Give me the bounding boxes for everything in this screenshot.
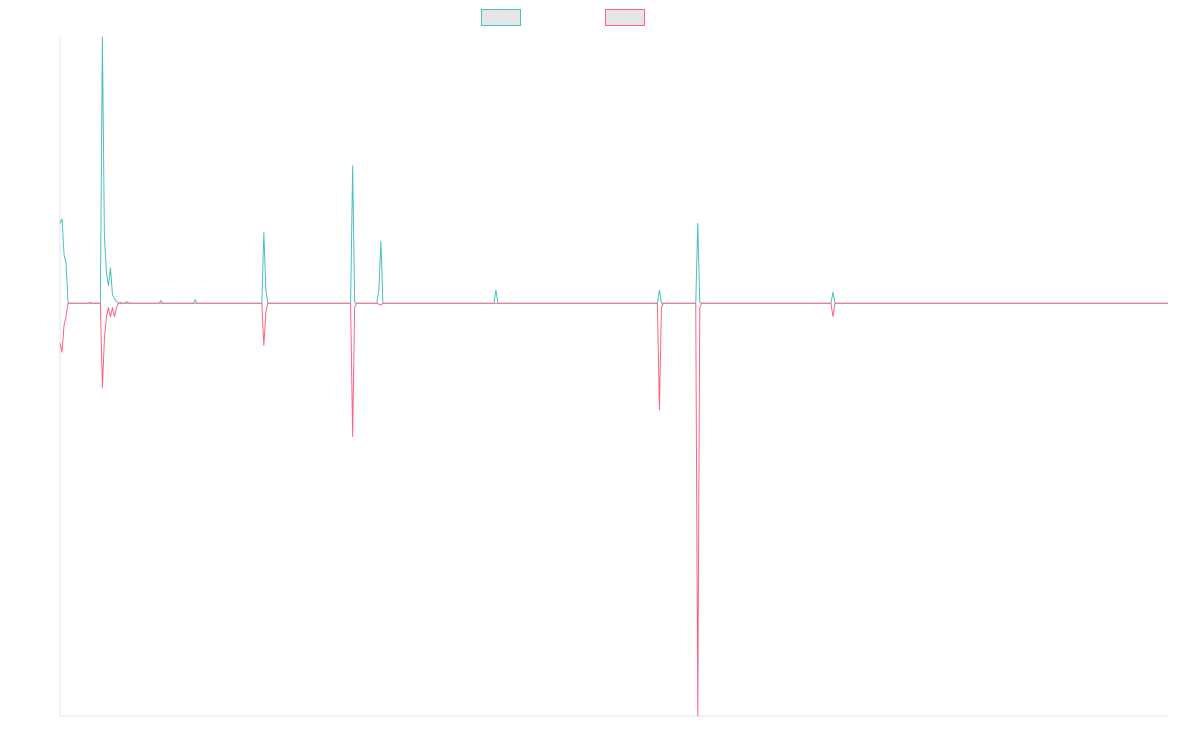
series-2-point <box>261 303 262 304</box>
series-1-point <box>380 241 381 242</box>
series-2-point <box>68 303 69 304</box>
series-2-point <box>60 343 61 344</box>
series-1-point <box>263 232 264 233</box>
series-1-point <box>661 303 662 304</box>
series-1-point <box>354 302 355 303</box>
series-2-point <box>267 303 268 304</box>
series-2-point <box>661 307 662 308</box>
series-1-point <box>114 298 115 299</box>
series-2-point <box>114 316 115 317</box>
series-2-point <box>695 303 696 304</box>
series-2-point <box>350 303 351 304</box>
series-1-point <box>64 254 65 255</box>
series-2-point <box>663 303 664 304</box>
series-2-point <box>659 409 660 410</box>
series-2-point <box>64 325 65 326</box>
series-group <box>59 36 1169 717</box>
series-2-point <box>697 716 698 717</box>
series-2-point <box>376 303 377 304</box>
series-2-point <box>104 338 105 339</box>
series-2-point <box>263 345 264 346</box>
series-1-point <box>195 299 196 300</box>
series-2-point <box>830 303 831 304</box>
series-1-point <box>126 301 127 302</box>
axes <box>59 37 1168 717</box>
series-1-point <box>66 263 67 264</box>
series-1-point <box>60 223 61 224</box>
series-2-point <box>106 316 107 317</box>
series-1-point <box>495 289 496 290</box>
series-2-point <box>699 307 700 308</box>
series-1-point <box>352 165 353 166</box>
series-1-point <box>110 267 111 268</box>
series-2-point <box>112 307 113 308</box>
series-2-point <box>356 303 357 304</box>
series-1-point <box>112 294 113 295</box>
series-2-point <box>657 303 658 304</box>
series-1-point <box>108 285 109 286</box>
series-1-point <box>659 289 660 290</box>
series-2-point <box>265 312 266 313</box>
series-2-point <box>701 303 702 304</box>
series-1-point <box>378 289 379 290</box>
series-2-point <box>382 303 383 304</box>
series-2-point <box>62 352 63 353</box>
series-1-point <box>697 223 698 224</box>
series-2-point <box>116 307 117 308</box>
legend-swatch-series-1 <box>481 9 521 26</box>
legend-swatch-series-2 <box>605 9 645 26</box>
series-2-point <box>100 303 101 304</box>
series-1-point <box>116 301 117 302</box>
series-1-point <box>90 302 91 303</box>
series-1-point <box>104 236 105 237</box>
series-1-point <box>62 218 63 219</box>
series-2-point <box>834 303 835 304</box>
series-1-point <box>699 302 700 303</box>
series-2-point <box>380 305 381 306</box>
series-2-point <box>110 316 111 317</box>
series-2-point <box>1168 303 1169 304</box>
series-2-point <box>66 316 67 317</box>
series-1-point <box>102 37 103 38</box>
series-2-point <box>378 304 379 305</box>
series-2-point <box>102 387 103 388</box>
series-1-point <box>120 302 121 303</box>
series-line-2 <box>59 302 1168 717</box>
legend <box>481 9 645 26</box>
series-1-point <box>106 272 107 273</box>
series-1-point <box>160 300 161 301</box>
series-2-point <box>118 303 119 304</box>
series-2-point <box>354 307 355 308</box>
series-1-point <box>832 292 833 293</box>
series-1-point <box>265 289 266 290</box>
series-2-point <box>352 436 353 437</box>
series-line-1 <box>59 36 1168 304</box>
series-2-point <box>832 316 833 317</box>
series-2-point <box>108 307 109 308</box>
